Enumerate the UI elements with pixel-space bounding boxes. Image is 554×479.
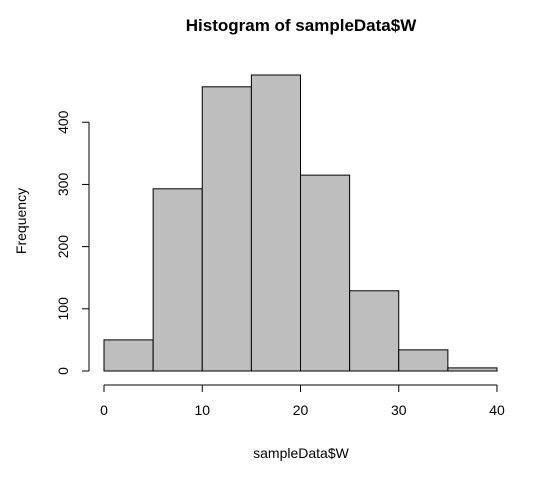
histogram-bar <box>398 349 449 372</box>
y-tick-label: 400 <box>55 110 71 134</box>
bars-group <box>103 74 498 372</box>
x-tick-label: 30 <box>391 402 407 418</box>
y-tick-label: 0 <box>55 367 71 375</box>
histogram-bar <box>447 367 498 372</box>
histogram-bar <box>300 174 351 372</box>
y-axis: 0 100 200 300 400 <box>55 110 90 375</box>
y-tick-label: 300 <box>55 173 71 197</box>
y-axis-label: Frequency <box>13 188 29 254</box>
chart-title: Histogram of sampleData$W <box>186 16 417 35</box>
x-axis: 0 10 20 30 40 <box>100 384 505 418</box>
x-tick-label: 10 <box>194 402 210 418</box>
x-tick-label: 40 <box>489 402 505 418</box>
histogram-bar <box>152 188 203 372</box>
x-tick-label: 20 <box>293 402 309 418</box>
histogram-bar <box>103 339 154 372</box>
histogram-bar <box>201 86 252 372</box>
histogram-bar <box>250 74 301 372</box>
y-tick-label: 200 <box>55 235 71 259</box>
x-axis-label: sampleData$W <box>253 445 349 461</box>
x-tick-label: 0 <box>100 402 108 418</box>
y-tick-label: 100 <box>55 297 71 321</box>
histogram-bar <box>349 290 400 372</box>
